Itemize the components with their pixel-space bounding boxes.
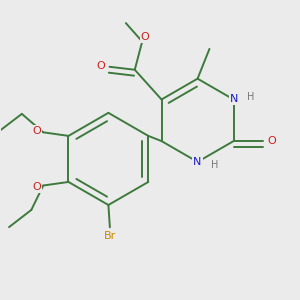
Text: O: O [268,136,277,146]
Text: O: O [97,61,106,71]
Text: O: O [141,32,149,42]
Text: O: O [32,182,41,192]
Text: N: N [230,94,238,104]
Text: H: H [247,92,254,101]
Text: H: H [211,160,218,170]
Text: O: O [32,126,41,136]
Text: N: N [194,157,202,167]
Text: Br: Br [104,231,117,241]
